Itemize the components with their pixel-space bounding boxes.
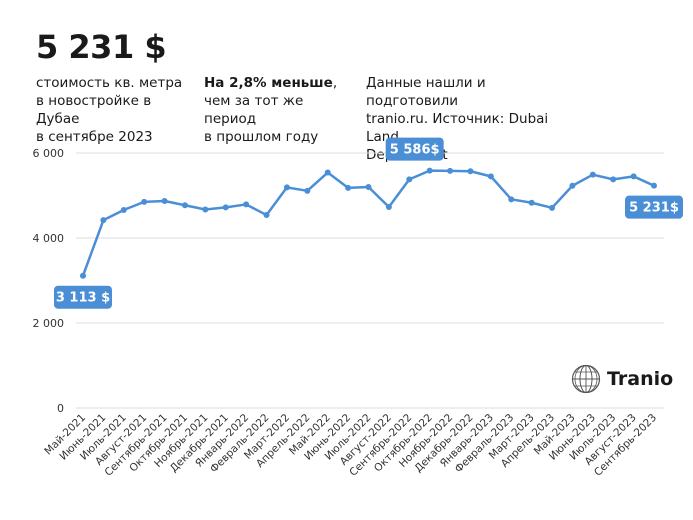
- source-line: Данные нашли и подготовили: [366, 75, 486, 109]
- change-comma: ,: [332, 75, 338, 91]
- y-tick-label: 0: [57, 402, 64, 415]
- data-point: [263, 212, 270, 219]
- data-point: [141, 198, 148, 205]
- data-point: [447, 167, 454, 174]
- data-point: [304, 187, 311, 194]
- change-highlight: На 2,8% меньше: [204, 75, 333, 91]
- metric-line: в новостройке в Дубае: [36, 93, 152, 127]
- data-point: [283, 184, 290, 191]
- metric-line: в сентябре 2023: [36, 129, 153, 145]
- change-line: чем за тот же период: [204, 93, 304, 127]
- data-point: [324, 169, 331, 176]
- data-point: [243, 201, 250, 208]
- data-point: [651, 182, 657, 189]
- data-point: [222, 204, 229, 211]
- data-point: [610, 176, 617, 183]
- data-point: [181, 202, 188, 209]
- data-point: [508, 196, 515, 203]
- data-point: [365, 184, 372, 190]
- brand-logo: Tranio: [571, 364, 673, 394]
- change-line: в прошлом году: [204, 129, 319, 145]
- data-point: [120, 206, 127, 213]
- data-point: [100, 217, 107, 224]
- y-tick-label: 6 000: [33, 147, 65, 160]
- data-point: [569, 182, 576, 189]
- value-callout-box: [385, 137, 444, 161]
- data-point: [487, 173, 494, 180]
- tranio-globe-logo-icon: [571, 364, 601, 394]
- data-point: [528, 199, 535, 206]
- value-callout-label: 5 231$: [629, 201, 679, 216]
- change-description: На 2,8% меньше, чем за тот же период в п…: [204, 74, 354, 146]
- headline-value: 5 231 $: [36, 28, 167, 66]
- y-tick-label: 4 000: [33, 232, 65, 245]
- metric-description: стоимость кв. метра в новостройке в Дуба…: [36, 74, 196, 146]
- value-callout-box: [54, 285, 112, 309]
- value-callout-label: 5 586$: [390, 143, 440, 158]
- data-point: [202, 206, 209, 213]
- data-point: [161, 198, 168, 205]
- data-point: [345, 184, 352, 191]
- data-point: [467, 168, 474, 175]
- y-tick-label: 2 000: [33, 317, 65, 330]
- brand-name: Tranio: [607, 368, 674, 390]
- value-callout-label: 3 113 $: [56, 291, 110, 306]
- data-point: [589, 171, 596, 178]
- data-point: [406, 176, 413, 183]
- data-point: [630, 173, 637, 180]
- value-callout-box: [625, 195, 683, 219]
- data-point: [549, 204, 556, 211]
- data-point: [426, 167, 433, 174]
- data-point: [80, 272, 86, 279]
- metric-line: стоимость кв. метра: [36, 75, 183, 91]
- data-point: [385, 203, 392, 210]
